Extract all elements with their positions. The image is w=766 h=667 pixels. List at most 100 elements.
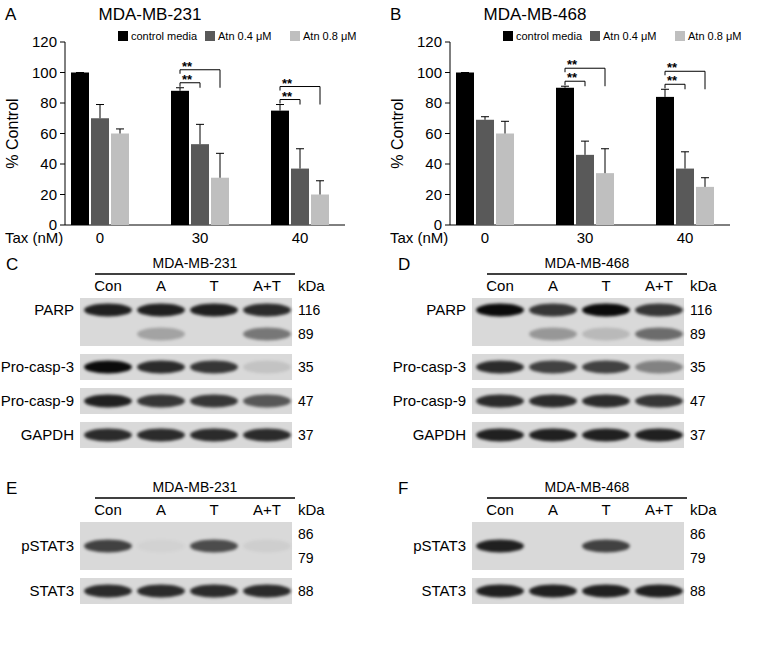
error-bar xyxy=(216,153,224,177)
bar xyxy=(271,111,289,225)
lane-label: A xyxy=(548,501,558,518)
row-label: GAPDH xyxy=(413,426,466,443)
x-axis-label: Tax (nM) xyxy=(5,229,63,246)
row-label: Pro-casp-3 xyxy=(1,358,74,375)
band xyxy=(582,361,630,374)
y-tick-label: 20 xyxy=(40,186,57,203)
band xyxy=(529,361,577,374)
unit-label: kDa xyxy=(690,277,717,294)
x-tick-label: 30 xyxy=(192,229,209,246)
legend-label: Atn 0.4 μM xyxy=(218,30,271,42)
band xyxy=(582,304,630,317)
lane-label: A+T xyxy=(253,501,281,518)
legend-item: Atn 0.8 μM xyxy=(290,30,356,42)
row-label: PARP xyxy=(426,301,466,318)
legend-swatch xyxy=(675,31,685,41)
y-tick xyxy=(60,72,65,73)
kda-label: 35 xyxy=(690,359,706,375)
western-blot: FMDA-MB-468ConATA+TkDapSTAT38679STAT388 xyxy=(398,479,717,604)
significance-bracket: ** xyxy=(665,73,685,89)
legend-swatch xyxy=(205,31,215,41)
western-blot: CMDA-MB-231ConATA+TkDaPARP11689Pro-casp-… xyxy=(1,255,326,448)
kda-label: 89 xyxy=(690,326,706,342)
x-tick-label: 40 xyxy=(677,229,694,246)
error-bar xyxy=(701,178,709,187)
error-bar xyxy=(96,105,104,119)
y-tick-label: 60 xyxy=(40,125,57,142)
unit-label: kDa xyxy=(298,501,325,518)
lane-label: Con xyxy=(486,277,514,294)
y-tick xyxy=(445,133,450,134)
lane-label: T xyxy=(601,277,610,294)
band xyxy=(529,429,577,442)
title-underline xyxy=(487,273,687,275)
band xyxy=(137,328,185,341)
membrane xyxy=(80,522,292,570)
blot-row: Pro-casp-335 xyxy=(393,354,706,380)
membrane xyxy=(80,578,292,604)
membrane xyxy=(80,354,292,380)
band xyxy=(476,304,524,317)
y-tick-label: 60 xyxy=(425,125,442,142)
bars xyxy=(71,73,329,226)
significance-label: ** xyxy=(667,73,678,88)
bar xyxy=(576,155,594,225)
y-tick xyxy=(60,225,65,226)
error-cap xyxy=(116,128,124,129)
y-tick xyxy=(60,103,65,104)
lane-label: A+T xyxy=(253,277,281,294)
significance-label: ** xyxy=(567,57,578,72)
error-stem xyxy=(220,153,221,177)
y-tick-label: 100 xyxy=(417,64,442,81)
band xyxy=(84,361,132,374)
blot-row: GAPDH37 xyxy=(21,422,314,448)
x-axis-label: Tax (nM) xyxy=(390,229,448,246)
bar xyxy=(696,187,714,225)
band xyxy=(582,395,630,408)
y-tick xyxy=(60,194,65,195)
y-tick-label: 40 xyxy=(425,155,442,172)
blot-title: MDA-MB-231 xyxy=(153,255,238,271)
legend-label: control media xyxy=(516,30,583,42)
significance-label: ** xyxy=(282,76,293,91)
bar-chart: AMDA-MB-231% Control020406080100120Tax (… xyxy=(4,5,356,246)
band xyxy=(190,328,238,341)
error-cap xyxy=(461,72,469,73)
error-bar xyxy=(661,89,669,97)
error-stem xyxy=(300,149,301,169)
panel-label: B xyxy=(390,5,401,24)
bar xyxy=(171,91,189,225)
error-cap xyxy=(701,177,709,178)
band xyxy=(84,585,132,598)
error-stem xyxy=(200,124,201,144)
kda-label: 116 xyxy=(690,302,713,318)
lane-label: T xyxy=(209,277,218,294)
band xyxy=(635,304,683,317)
y-tick-label: 80 xyxy=(425,94,442,111)
x-tick-label: 40 xyxy=(292,229,309,246)
membrane xyxy=(472,388,684,414)
error-bar xyxy=(561,86,569,88)
legend-label: Atn 0.4 μM xyxy=(603,30,656,42)
bar xyxy=(556,88,574,225)
error-cap xyxy=(661,89,669,90)
band xyxy=(84,429,132,442)
membrane xyxy=(80,422,292,448)
band xyxy=(582,540,630,553)
band xyxy=(84,395,132,408)
y-tick-label: 120 xyxy=(32,33,57,50)
blot-row: STAT388 xyxy=(30,578,314,604)
chart-title: MDA-MB-231 xyxy=(99,5,202,24)
band xyxy=(476,429,524,442)
band xyxy=(243,304,291,317)
membrane xyxy=(472,298,684,346)
error-cap xyxy=(681,151,689,152)
error-cap xyxy=(561,86,569,87)
y-tick-label: 120 xyxy=(417,33,442,50)
panel-label: E xyxy=(6,479,17,498)
y-tick xyxy=(60,42,65,43)
error-cap xyxy=(581,141,589,142)
lane-label: T xyxy=(601,501,610,518)
membrane xyxy=(472,578,684,604)
kda-label: 89 xyxy=(298,326,314,342)
